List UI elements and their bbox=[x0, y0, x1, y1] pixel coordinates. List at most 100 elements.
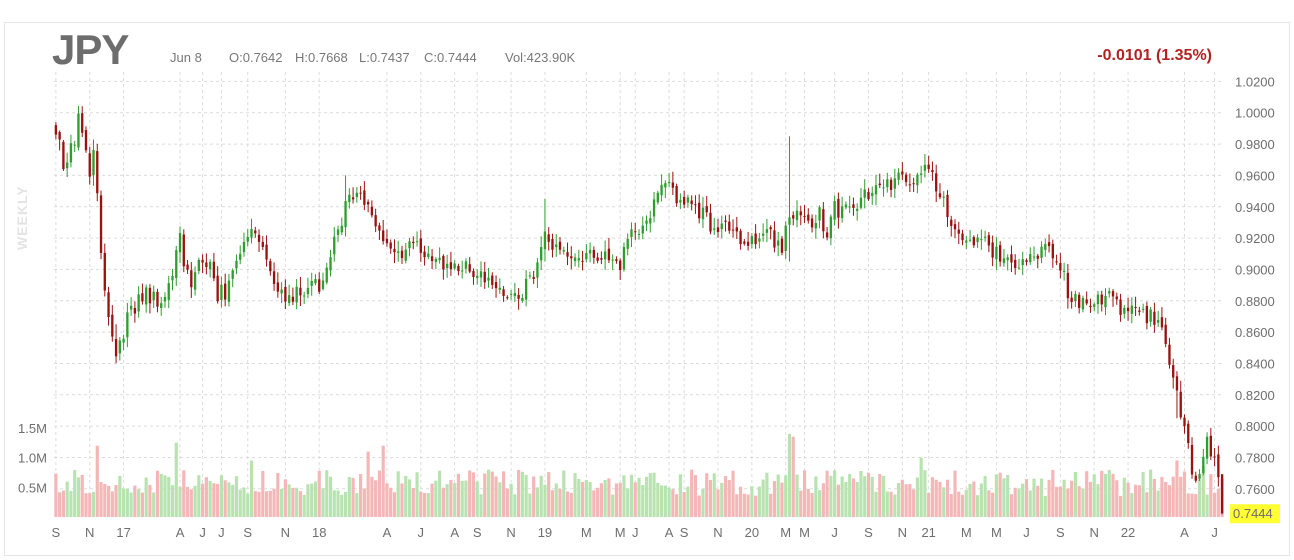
candle-body bbox=[201, 259, 204, 263]
volume-bar bbox=[874, 491, 878, 517]
volume-bar bbox=[163, 475, 167, 517]
candle-body bbox=[570, 256, 573, 259]
candle-body bbox=[287, 295, 291, 304]
volume-bar bbox=[1055, 486, 1059, 517]
volume-bar bbox=[618, 482, 622, 517]
candle-body bbox=[1175, 376, 1179, 391]
volume-bar bbox=[362, 488, 366, 517]
volume-bar bbox=[1013, 487, 1017, 517]
volume-bar bbox=[697, 495, 701, 517]
candle-body bbox=[111, 314, 114, 337]
volume-bar bbox=[923, 470, 927, 517]
volume-bar bbox=[543, 484, 547, 517]
volume-bar bbox=[1213, 492, 1217, 517]
candle-body bbox=[1156, 319, 1160, 323]
volume-bar bbox=[118, 475, 122, 517]
candle-body bbox=[400, 250, 404, 259]
x-tick-label: 22 bbox=[1121, 525, 1135, 540]
volume-bar bbox=[110, 491, 114, 517]
volume-bar bbox=[212, 483, 216, 517]
volume-bar bbox=[1096, 484, 1100, 517]
volume-bar bbox=[1190, 493, 1194, 517]
candle-body bbox=[487, 277, 490, 281]
candle-body bbox=[340, 225, 343, 233]
volume-bar bbox=[1171, 476, 1175, 517]
volume-bar bbox=[1032, 478, 1036, 517]
candle-body bbox=[777, 240, 780, 246]
volume-bar bbox=[385, 483, 389, 517]
candle-body bbox=[1085, 299, 1088, 304]
volume-bar bbox=[460, 480, 464, 517]
volume-bar bbox=[878, 473, 882, 517]
volume-bar bbox=[938, 481, 942, 517]
candle-body bbox=[1047, 242, 1051, 247]
volume-bar bbox=[381, 445, 385, 517]
volume-bar bbox=[257, 491, 261, 517]
candle-body bbox=[1194, 475, 1197, 481]
volume-bar bbox=[1058, 486, 1062, 517]
candle-body bbox=[133, 307, 137, 314]
candle-body bbox=[904, 174, 908, 183]
volume-bar bbox=[1156, 490, 1160, 517]
candle-body bbox=[795, 210, 799, 221]
candle-body bbox=[649, 218, 652, 224]
candle-body bbox=[1187, 423, 1190, 444]
candle-body bbox=[96, 151, 99, 194]
volume-bar bbox=[73, 470, 77, 517]
volume-bar bbox=[148, 484, 152, 517]
volume-bar bbox=[170, 485, 175, 517]
volume-bar bbox=[419, 491, 423, 517]
volume-bar bbox=[1194, 494, 1198, 517]
volume-bar bbox=[994, 474, 998, 517]
volume-bar bbox=[434, 480, 438, 517]
volume-bar bbox=[855, 481, 859, 517]
volume-bar bbox=[900, 479, 904, 517]
volume-bar bbox=[1073, 471, 1077, 517]
volume-bar bbox=[445, 484, 449, 517]
volume-bar bbox=[1088, 481, 1093, 517]
candle-body bbox=[698, 202, 701, 219]
candle-body bbox=[231, 270, 234, 279]
volume-bar bbox=[475, 481, 479, 517]
x-tick-label: N bbox=[85, 525, 94, 540]
volume-bar bbox=[1092, 474, 1096, 517]
candle-body bbox=[58, 132, 61, 140]
volume-bar bbox=[701, 488, 705, 517]
candle-body bbox=[427, 253, 430, 257]
candle-body bbox=[573, 257, 577, 262]
candle-body bbox=[1010, 254, 1013, 263]
volume-bar bbox=[972, 481, 976, 517]
volume-bar bbox=[904, 484, 908, 517]
candle-body bbox=[585, 253, 588, 260]
volume-bar bbox=[208, 481, 212, 517]
volume-bar bbox=[964, 489, 968, 517]
volume-bar bbox=[912, 489, 916, 517]
candle-body bbox=[769, 227, 772, 230]
volume-bar bbox=[1164, 481, 1168, 517]
volume-bar bbox=[490, 471, 494, 517]
candle-body bbox=[389, 242, 392, 249]
candle-body bbox=[619, 260, 622, 270]
candle-body bbox=[566, 252, 569, 257]
x-tick-label: J bbox=[632, 525, 639, 540]
volume-bar bbox=[295, 487, 299, 517]
volume-bar bbox=[787, 433, 792, 517]
volume-bar bbox=[671, 489, 675, 517]
volume-bar bbox=[520, 471, 524, 517]
volume-bar bbox=[1085, 471, 1089, 517]
volume-bar bbox=[193, 485, 197, 517]
volume-bar bbox=[991, 492, 995, 517]
volume-bar bbox=[893, 494, 897, 517]
candle-body bbox=[754, 233, 757, 245]
candle-body bbox=[272, 271, 276, 284]
volume-bar bbox=[1043, 496, 1047, 517]
volume-bar bbox=[908, 483, 912, 517]
x-tick-label: 21 bbox=[921, 525, 935, 540]
volume-bar bbox=[836, 484, 840, 517]
candle-body bbox=[908, 184, 912, 186]
candle-body bbox=[562, 250, 565, 252]
candle-body bbox=[359, 192, 362, 194]
volume-bar bbox=[667, 487, 671, 517]
volume-bar bbox=[754, 495, 758, 517]
